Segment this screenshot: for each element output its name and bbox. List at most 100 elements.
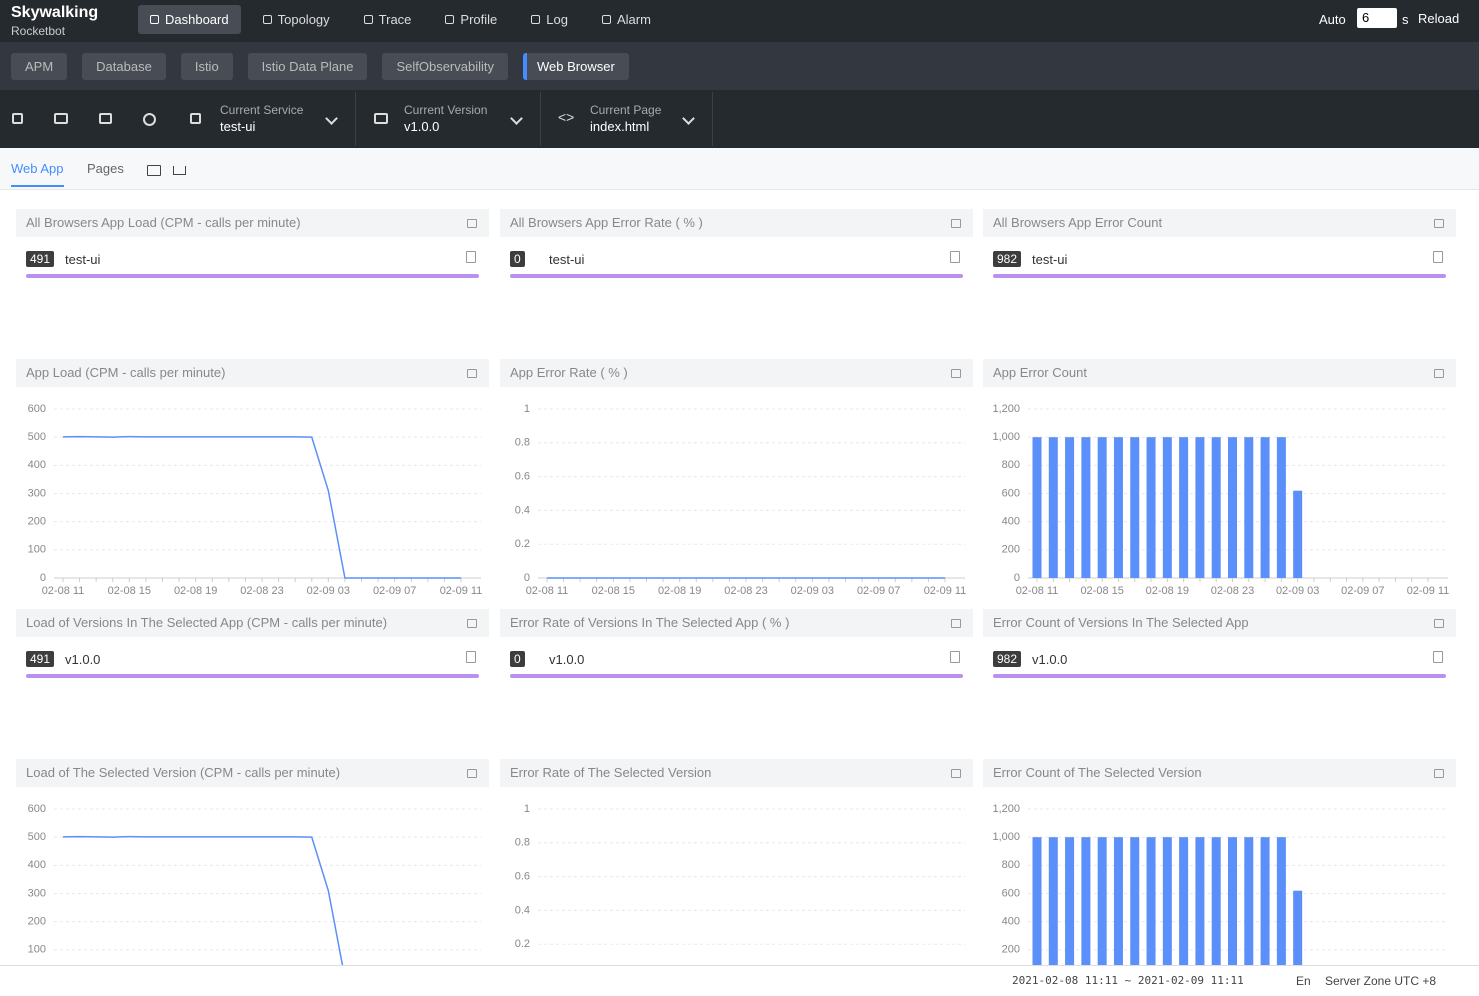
nav-item[interactable]: Dashboard [138,5,241,34]
y-tick-label: 400 [28,859,46,871]
lock-icon[interactable] [951,619,961,628]
time-range[interactable]: 2021-02-08 11:11 ~ 2021-02-09 11:11 [1012,974,1244,987]
lock-icon[interactable] [467,619,477,628]
dashboard-tab[interactable]: Istio [180,52,233,80]
toolbar-fill [713,90,1479,148]
x-tick-label: 02-08 15 [108,585,151,597]
bar [1260,837,1270,965]
copy-icon[interactable] [466,251,476,263]
panel-header: App Error Count [983,359,1456,387]
download-icon[interactable] [99,113,112,124]
bar [1228,437,1237,578]
y-tick-label: 600 [28,803,46,815]
bar [1276,837,1286,965]
chart-panel: Error Count of The Selected Version02004… [983,759,1456,965]
lock-icon[interactable] [1434,619,1444,628]
bar [1097,437,1107,578]
bar [1130,837,1140,965]
code-icon: <> [558,109,575,125]
nav-item[interactable]: Log [519,5,580,34]
nav-item[interactable]: Trace [352,5,424,34]
nav-item[interactable]: Profile [433,5,509,34]
version-select[interactable]: Current Version v1.0.0 [356,92,541,146]
sub-tab[interactable]: Pages [87,161,124,176]
logo[interactable]: Skywalking [11,4,99,21]
page-select[interactable]: <> Current Page index.html [541,92,713,146]
dashboard-tab[interactable]: APM [11,52,68,80]
nav-label: Topology [277,12,330,27]
chart: 0 100 200 300 400 500 600 02-08 11 02-08 15 02-08… [28,403,483,597]
x-tick-label: 02-09 07 [373,585,416,597]
bar [1195,837,1205,965]
item-bar [510,274,963,278]
panel-header: All Browsers App Error Rate ( % ) [500,209,973,237]
lock-icon[interactable] [467,369,477,378]
nav-item[interactable]: Topology [251,5,342,34]
download-icon[interactable] [173,166,186,175]
copy-icon[interactable] [466,651,476,663]
y-tick-label: 200 [1002,944,1020,956]
lock-icon[interactable] [467,769,477,778]
chart-panel: App Error Rate ( % ) 0 0.2 0.4 0.6 0.8 1 02-08 … [500,359,973,609]
lock-icon[interactable] [951,769,961,778]
copy-icon[interactable] [950,651,960,663]
list-item: 0 v1.0.0 [510,649,963,679]
lock-icon[interactable] [1434,769,1444,778]
reload-button[interactable]: Reload [1418,11,1460,26]
dashboard-tab[interactable]: SelfObservability [382,52,508,80]
folder-icon[interactable] [54,113,68,124]
lock-icon[interactable] [951,369,961,378]
item-value: 982 [993,651,1022,667]
lock-icon[interactable] [12,113,23,124]
y-tick-label: 400 [1002,916,1020,928]
bar [1260,437,1270,578]
panel-title: All Browsers App Error Count [993,215,1163,230]
list-item: 982 test-ui [993,249,1446,279]
item-label: test-ui [549,252,585,267]
y-tick-label: 1,200 [992,803,1020,815]
bar [1293,490,1303,578]
folder-icon[interactable] [147,165,161,176]
item-label: test-ui [1032,252,1068,267]
bar [1211,837,1221,965]
interval-input[interactable]: 6 [1357,8,1397,28]
list-item: 0 test-ui [510,249,963,279]
service-select[interactable]: Current Service test-ui [172,92,356,146]
y-tick-label: 1,200 [992,403,1020,415]
y-tick-label: 0 [524,572,530,584]
bar [1032,437,1042,578]
list-panel: All Browsers App Error Rate ( % ) 0 test-u… [500,209,973,359]
caret [510,112,523,125]
dashboard-tab[interactable]: Web Browser [523,52,629,80]
panel-header: Error Count of The Selected Version [983,759,1456,787]
item-value: 491 [26,651,55,667]
dashboard-tab[interactable]: Database [82,52,166,80]
dashboard-tab[interactable]: Istio Data Plane [247,52,368,80]
item-value: 491 [26,251,55,267]
item-value: 0 [510,251,525,267]
chart-panel: Load of The Selected Version (CPM - call… [16,759,489,965]
copy-icon[interactable] [950,251,960,263]
lock-icon[interactable] [1434,219,1444,228]
nav-menu: Dashboard Topology Trace Profile Log Alarm [138,5,663,34]
bar [1065,837,1075,965]
bar [1048,437,1058,578]
service-value: test-ui [220,119,256,134]
nav-item[interactable]: Alarm [590,5,663,34]
copy-icon[interactable] [1433,651,1443,663]
copy-icon[interactable] [1433,251,1443,263]
language[interactable]: En [1296,974,1311,988]
x-tick-label: 02-09 11 [1407,585,1450,597]
x-tick-label: 02-09 07 [857,585,900,597]
auto-label: Auto [1319,12,1346,27]
lock-icon[interactable] [951,219,961,228]
lock-icon[interactable] [467,219,477,228]
sub-tab[interactable]: Web App [11,161,64,187]
list-item: 982 v1.0.0 [993,649,1446,679]
bar [1113,437,1123,578]
refresh-icon[interactable] [143,113,156,126]
lock-icon[interactable] [1434,369,1444,378]
